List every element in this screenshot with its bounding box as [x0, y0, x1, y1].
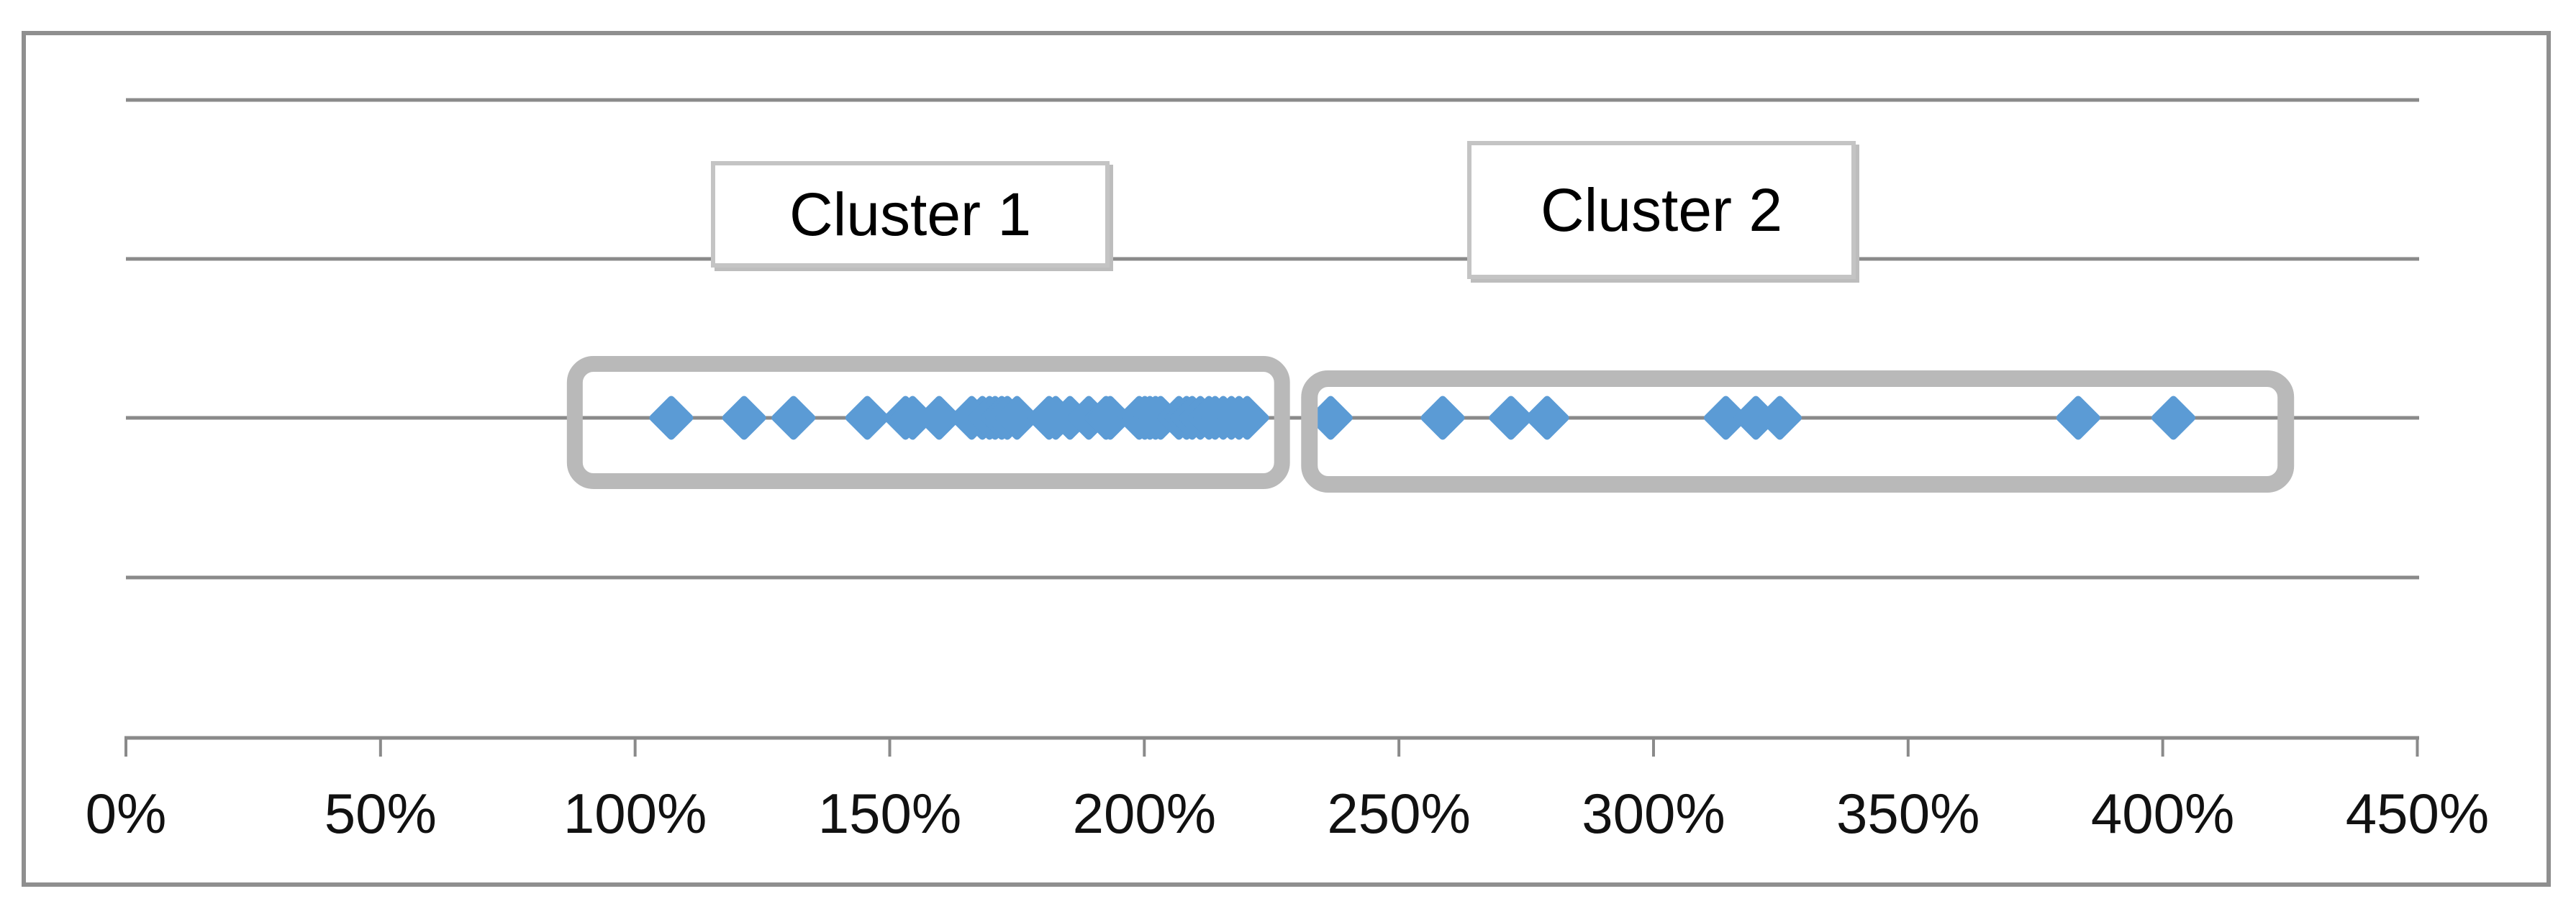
x-axis-tick-label: 250%: [1327, 782, 1471, 845]
x-axis-tick-label: 0%: [86, 782, 167, 845]
x-axis-tick-label: 100%: [563, 782, 707, 845]
x-axis-tick-label: 450%: [2346, 782, 2490, 845]
data-point-diamond: [1758, 396, 1802, 440]
cluster-outline-box: [1301, 370, 2295, 493]
data-point-diamond: [771, 396, 816, 440]
data-point-diamond: [1308, 396, 1353, 440]
cluster2-label-box: Cluster 2: [1467, 141, 1856, 279]
data-point-diamond: [994, 396, 1039, 440]
data-point-diamond: [1704, 396, 1748, 440]
data-point-diamond: [1525, 396, 1569, 440]
cluster1-label-text: Cluster 1: [789, 180, 1032, 248]
x-axis-tick-label: 300%: [1582, 782, 1725, 845]
x-axis-tick-label: 400%: [2091, 782, 2235, 845]
x-axis-tick-label: 200%: [1073, 782, 1217, 845]
data-point-diamond: [649, 396, 694, 440]
x-axis-tick-label: 150%: [818, 782, 962, 845]
data-point-diamond: [845, 396, 889, 440]
data-point-diamond: [2056, 396, 2100, 440]
x-axis-tick-label: 350%: [1836, 782, 1980, 845]
data-point-diamond: [2151, 396, 2195, 440]
data-point-diamond: [1225, 396, 1269, 440]
x-axis-tick-label: 50%: [325, 782, 437, 845]
data-point-diamond: [1420, 396, 1465, 440]
data-point-diamond: [1489, 396, 1533, 440]
data-point-diamond: [1733, 396, 1778, 440]
data-point-diamond: [917, 396, 961, 440]
data-point-diamond: [1088, 396, 1133, 440]
cluster-outline-box: [566, 356, 1290, 489]
data-point-diamond: [722, 396, 766, 440]
cluster1-label-box: Cluster 1: [711, 161, 1110, 268]
data-point-diamond: [890, 396, 935, 440]
cluster2-label-text: Cluster 2: [1540, 175, 1783, 244]
